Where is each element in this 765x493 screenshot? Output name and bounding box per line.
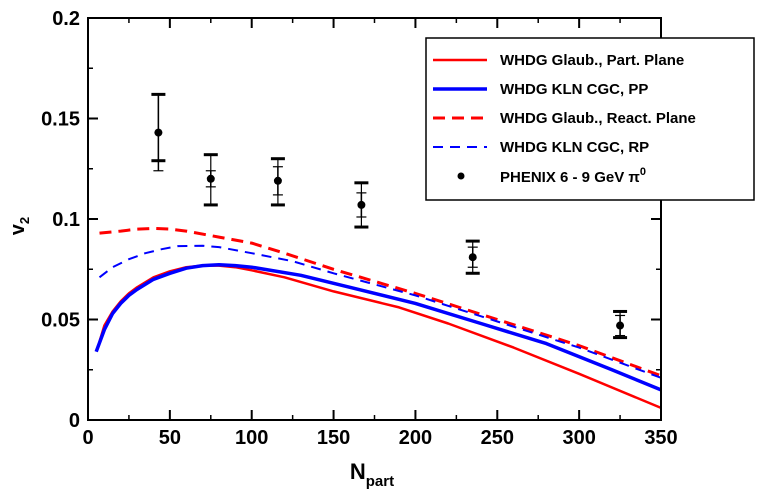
x-axis-title-subscript: part [366, 473, 394, 490]
x-tick-label: 0 [82, 427, 93, 449]
y-axis-title: v2 [7, 217, 32, 235]
data-point-marker [468, 253, 477, 262]
x-tick-label: 50 [159, 427, 181, 449]
phenix-data-point [613, 309, 628, 340]
phenix-data-point [151, 92, 166, 172]
y-tick-label: 0 [69, 410, 80, 432]
data-point-marker [154, 128, 163, 137]
data-point-marker [273, 176, 282, 185]
legend-label-kln-pp: WHDG KLN CGC, PP [500, 81, 648, 98]
data-point-marker [616, 321, 625, 330]
series-kln-pp-line [94, 263, 662, 392]
data-point-marker [206, 174, 215, 183]
series-group [94, 226, 662, 410]
legend-label-phenix: PHENIX 6 - 9 GeV π0 [500, 166, 646, 186]
phenix-data-point [465, 239, 480, 275]
y-tick-label: 0.1 [52, 209, 80, 231]
legend-swatch-phenix [457, 172, 465, 180]
phenix-data-point [354, 181, 369, 229]
y-tick-label: 0.15 [41, 109, 80, 131]
legend-label-glaub-rp: WHDG Glaub., React. Plane [500, 110, 696, 127]
series-kln-rp-line [98, 244, 662, 379]
x-tick-label: 350 [644, 427, 677, 449]
data-point-marker [357, 200, 366, 209]
y-axis-title-subscript: 2 [17, 217, 32, 224]
legend-label-glaub-pp: WHDG Glaub., Part. Plane [500, 52, 684, 69]
x-tick-label: 150 [317, 427, 350, 449]
x-tick-label: 100 [235, 427, 268, 449]
legend-label-phenix-superscript: 0 [640, 166, 646, 178]
series-glaub-rp-line [99, 226, 662, 378]
legend-label-kln-rp: WHDG KLN CGC, RP [500, 139, 649, 156]
x-tick-label: 300 [562, 427, 595, 449]
y-tick-label: 0.2 [52, 8, 80, 30]
x-tick-label: 200 [399, 427, 432, 449]
x-axis-title: Npart [350, 459, 394, 490]
phenix-data-point [203, 153, 218, 207]
data-points-group [151, 92, 628, 340]
phenix-data-point [270, 157, 285, 207]
y-tick-label: 0.05 [41, 310, 80, 332]
axes-group: 0 50 100 150 200 250 300 350 0 0.05 0.1 0.15 0.2 [41, 8, 678, 449]
x-tick-label: 250 [481, 427, 514, 449]
legend: WHDG Glaub., Part. Plane WHDG KLN CGC, P… [425, 37, 755, 201]
